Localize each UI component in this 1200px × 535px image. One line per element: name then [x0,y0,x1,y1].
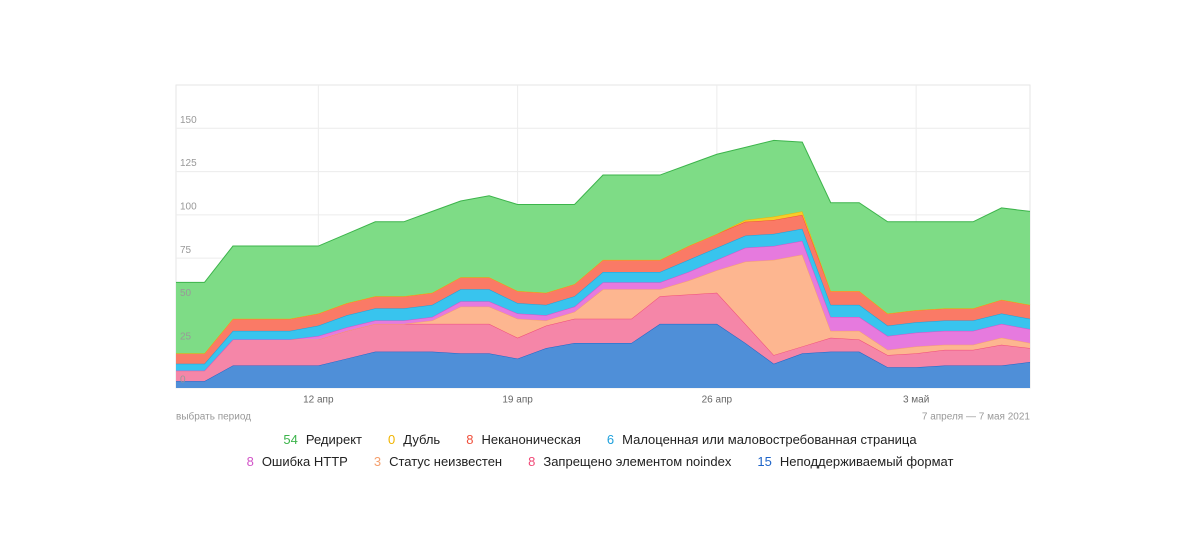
legend-item[interactable]: 3 Статус неизвестен [374,454,502,469]
area [176,140,1030,354]
legend-count: 15 [757,454,772,469]
y-tick-label: 125 [180,158,197,169]
legend-label: Статус неизвестен [389,454,503,469]
legend-item[interactable]: 54 Редирект [283,432,362,447]
legend-count: 8 [466,432,474,447]
period-link[interactable]: выбрать период [176,411,251,423]
y-tick-label: 50 [180,288,192,299]
legend-item[interactable]: 0 Дубль [388,432,440,447]
y-tick-label: 150 [180,115,197,126]
y-tick-label: 0 [180,375,186,386]
legend-count: 8 [246,454,254,469]
area [176,292,1030,382]
y-tick-label: 25 [180,331,192,342]
x-tick-label: 3 май [903,395,929,406]
area-edge [176,139,1031,283]
legend-item[interactable]: 8 Неканоническая [466,432,581,447]
legend: 54 Редирект 0 Дубль 8 Неканоническая 6 Малоценн… [225,432,975,469]
legend-label: Малоценная или маловостребованная страни… [622,432,917,447]
legend-label: Дубль [403,432,441,447]
legend-item[interactable]: 8 Ошибка HTTP [247,454,348,469]
legend-label: Ошибка HTTP [261,454,348,469]
chart: выбрать период 7 апреля — 7 мая 2021 0 25… [175,84,1031,423]
x-tick-label: 12 апр [303,395,334,406]
legend-label: Неканоническая [481,432,581,447]
legend-count: 6 [606,432,615,447]
y-tick-label: 100 [180,201,197,212]
x-tick-label: 19 апр [502,395,533,406]
labels: 0 25 50 75 100 125 150 12 апр 19 апр 26 апр 3 май [180,115,929,406]
legend-item[interactable]: 15 Неподдерживаемый формат [757,454,953,469]
areas [176,139,1031,388]
area [176,323,1030,388]
legend-label: Неподдерживаемый формат [779,454,954,469]
legend-count: 54 [283,432,298,447]
legend-label: Редирект [305,432,363,447]
y-tick-label: 75 [180,245,192,256]
legend-count: 8 [528,454,536,469]
legend-item[interactable]: 6 Малоценная или маловостребованная стран… [607,432,917,447]
legend-count: 0 [388,432,396,447]
legend-label: Запрещено элементом noindex [543,454,732,469]
date-range: 7 апреля — 7 мая 2021 [922,412,1031,423]
area [176,254,1030,371]
x-tick-label: 26 апр [702,395,733,406]
legend-count: 3 [373,454,382,469]
legend-item[interactable]: 8 Запрещено элементом noindex [528,454,731,469]
